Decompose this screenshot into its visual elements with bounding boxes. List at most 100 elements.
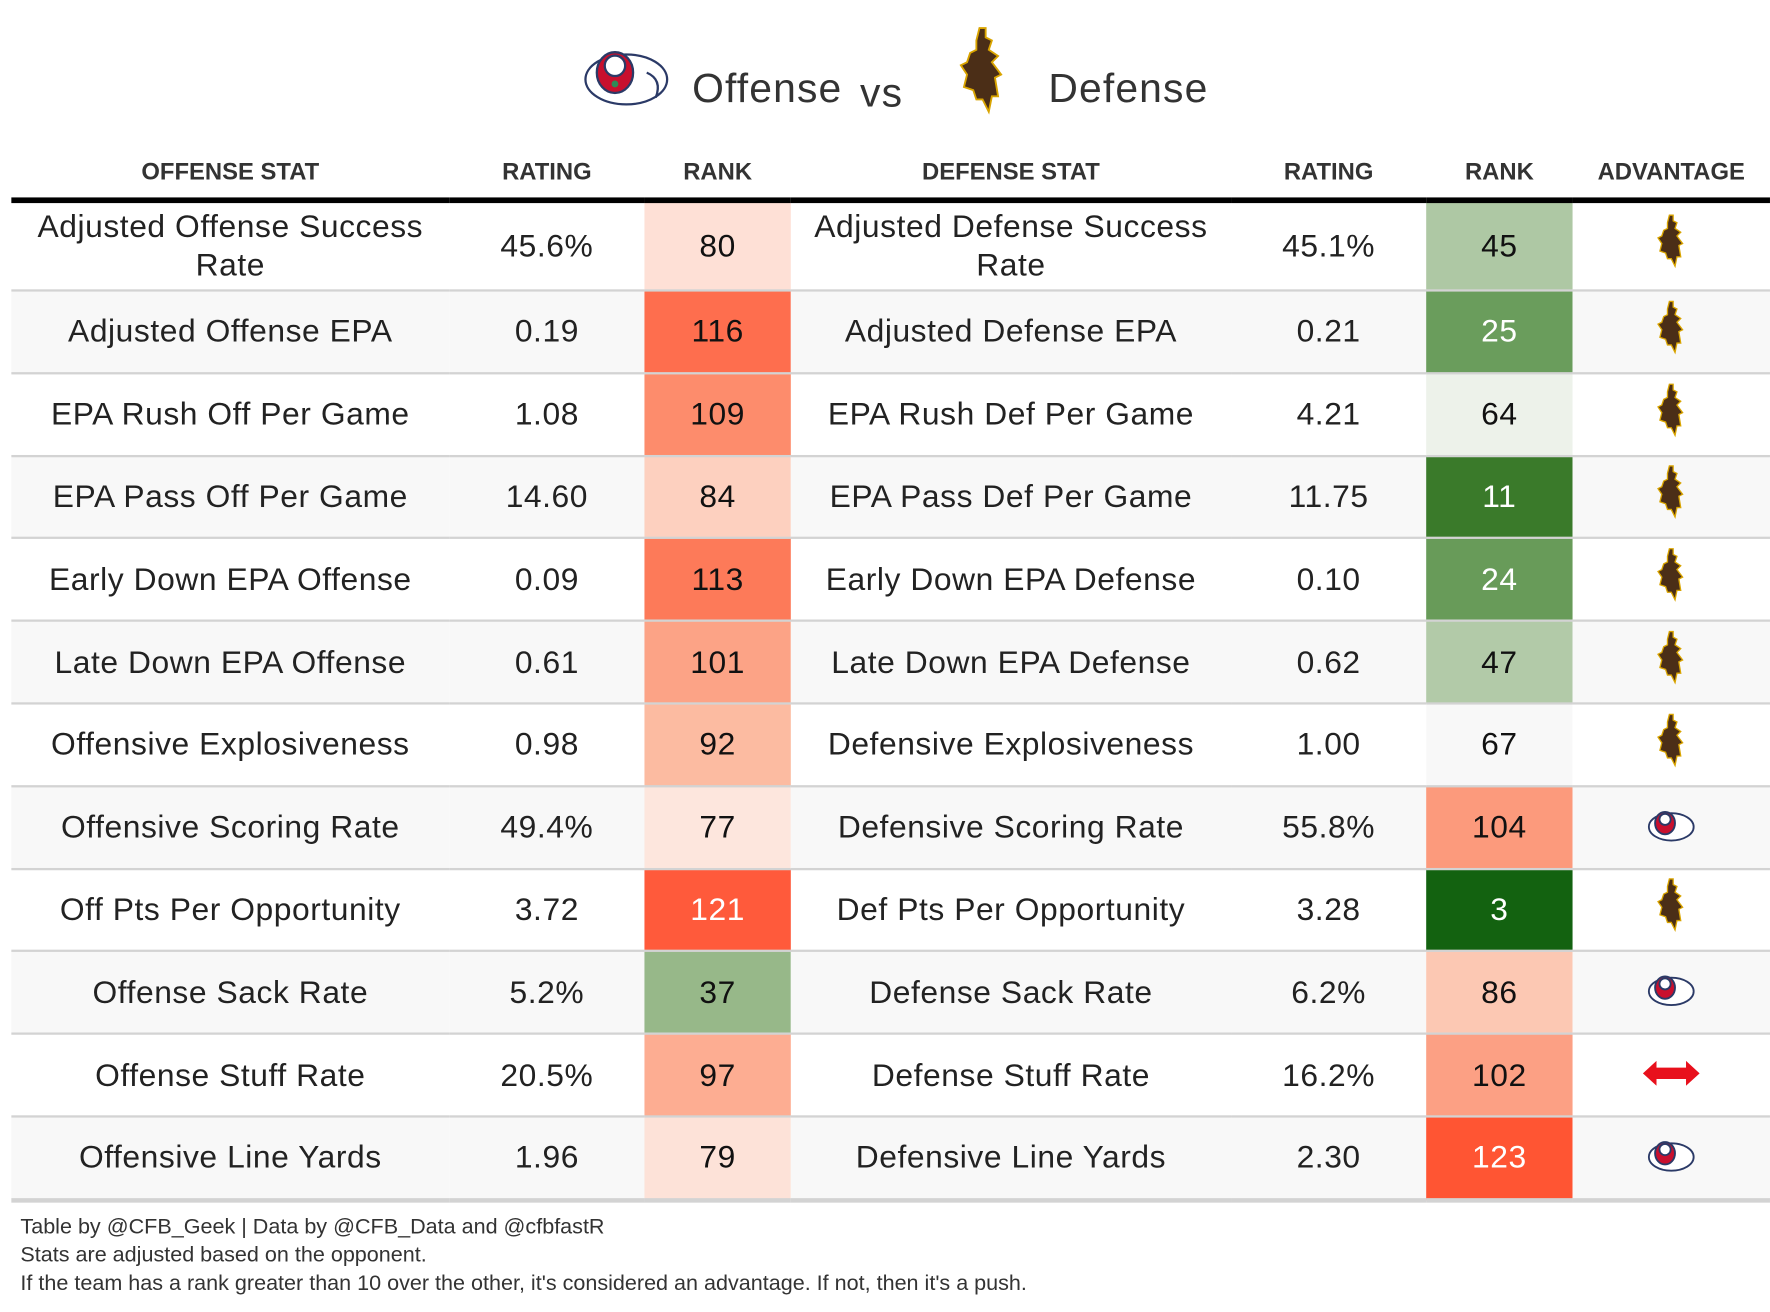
offense-stat-name: Adjusted Offense Success Rate bbox=[11, 200, 450, 292]
advantage-cell bbox=[1572, 1033, 1770, 1118]
offense-rating: 1.08 bbox=[449, 373, 645, 457]
defense-rank: 67 bbox=[1426, 703, 1573, 788]
advantage-cell bbox=[1572, 868, 1770, 953]
offense-rating: 0.19 bbox=[449, 290, 645, 375]
defense-stat-name: Defensive Explosiveness bbox=[790, 703, 1232, 788]
footer: Table by @CFB_Geek | Data by @CFB_Data a… bbox=[20, 1213, 1026, 1298]
title-bar: Offense vs Defense bbox=[0, 27, 1770, 125]
wyoming-cowboy-icon bbox=[1652, 630, 1691, 695]
offense-rank: 113 bbox=[644, 538, 791, 622]
defense-rating: 55.8% bbox=[1231, 786, 1427, 870]
wyoming-cowboy-icon bbox=[1652, 712, 1691, 777]
col-header-defense-stat: DEFENSE STAT bbox=[790, 147, 1232, 204]
offense-stat-name: Offensive Explosiveness bbox=[11, 703, 450, 788]
offense-stat-name: Offensive Scoring Rate bbox=[11, 786, 450, 870]
defense-rating: 4.21 bbox=[1231, 373, 1427, 457]
defense-rating: 1.00 bbox=[1231, 703, 1427, 788]
offense-rating: 49.4% bbox=[449, 786, 645, 870]
defense-rank: 47 bbox=[1426, 620, 1573, 705]
advantage-cell bbox=[1572, 703, 1770, 788]
advantage-cell bbox=[1572, 200, 1770, 292]
defense-rank: 123 bbox=[1426, 1116, 1573, 1203]
offense-stat-name: Offense Sack Rate bbox=[11, 951, 450, 1035]
table-row: Offense Stuff Rate 20.5% 97 Defense Stuff R… bbox=[11, 1033, 1770, 1118]
offense-rank: 84 bbox=[644, 455, 791, 540]
offense-stat-name: Late Down EPA Offense bbox=[11, 620, 450, 705]
fresno-bulldog-icon bbox=[1643, 804, 1700, 851]
offense-stat-name: Adjusted Offense EPA bbox=[11, 290, 450, 375]
offense-rank: 109 bbox=[644, 373, 791, 457]
wyoming-cowboy-icon bbox=[1652, 213, 1691, 279]
table-row: Early Down EPA Offense 0.09 113 Early Down … bbox=[11, 538, 1770, 622]
wyoming-cowboy-icon bbox=[1652, 878, 1691, 943]
defense-rating: 11.75 bbox=[1231, 455, 1427, 540]
offense-rating: 1.96 bbox=[449, 1116, 645, 1203]
fresno-bulldog-logo-icon bbox=[584, 51, 669, 106]
defense-rating: 0.21 bbox=[1231, 290, 1427, 375]
push-icon bbox=[1642, 1058, 1700, 1094]
footer-credits: Table by @CFB_Geek | Data by @CFB_Data a… bbox=[20, 1215, 605, 1239]
col-header-def-rank: RANK bbox=[1426, 147, 1573, 204]
defense-stat-name: Adjusted Defense Success Rate bbox=[790, 200, 1232, 292]
table-row: EPA Rush Off Per Game 1.08 109 EPA Rush Def… bbox=[11, 373, 1770, 457]
offense-stat-name: EPA Rush Off Per Game bbox=[11, 373, 450, 457]
defense-rank: 104 bbox=[1426, 786, 1573, 870]
offense-rank: 80 bbox=[644, 200, 791, 292]
defense-rating: 6.2% bbox=[1231, 951, 1427, 1035]
defense-stat-name: EPA Rush Def Per Game bbox=[790, 373, 1232, 457]
defense-rating: 3.28 bbox=[1231, 868, 1427, 953]
wyoming-cowboy-icon bbox=[1652, 547, 1691, 612]
offense-rating: 0.61 bbox=[449, 620, 645, 705]
defense-stat-name: Adjusted Defense EPA bbox=[790, 290, 1232, 375]
defense-stat-name: Early Down EPA Defense bbox=[790, 538, 1232, 622]
defense-rank: 102 bbox=[1426, 1033, 1573, 1118]
offense-rank: 92 bbox=[644, 703, 791, 788]
wyoming-cowboy-icon bbox=[1652, 465, 1691, 530]
offense-rank: 77 bbox=[644, 786, 791, 870]
col-header-offense-stat: OFFENSE STAT bbox=[11, 147, 450, 204]
stats-table: OFFENSE STAT RATING RANK DEFENSE STAT RA… bbox=[11, 147, 1770, 1203]
header-row: OFFENSE STAT RATING RANK DEFENSE STAT RA… bbox=[11, 147, 1770, 204]
defense-stat-name: Defense Stuff Rate bbox=[790, 1033, 1232, 1118]
offense-rank: 79 bbox=[644, 1116, 791, 1203]
offense-rank: 116 bbox=[644, 290, 791, 375]
table-row: Offensive Scoring Rate 49.4% 77 Defensive S… bbox=[11, 786, 1770, 870]
offense-rating: 5.2% bbox=[449, 951, 645, 1035]
fresno-bulldog-icon bbox=[1643, 1134, 1700, 1181]
wyoming-cowboy-logo-icon bbox=[959, 27, 1003, 115]
defense-rank: 11 bbox=[1426, 455, 1573, 540]
defense-title: Defense bbox=[1048, 64, 1209, 112]
offense-stat-name: Early Down EPA Offense bbox=[11, 538, 450, 622]
table-row: Offensive Line Yards 1.96 79 Defensive Line… bbox=[11, 1116, 1770, 1203]
table-row: Off Pts Per Opportunity 3.72 121 Def Pts Pe… bbox=[11, 868, 1770, 953]
advantage-cell bbox=[1572, 290, 1770, 375]
defense-rank: 86 bbox=[1426, 951, 1573, 1035]
table-row: Offense Sack Rate 5.2% 37 Defense Sack Rate… bbox=[11, 951, 1770, 1035]
advantage-cell bbox=[1572, 373, 1770, 457]
table-row: EPA Pass Off Per Game 14.60 84 EPA Pass Def… bbox=[11, 455, 1770, 540]
footer-advantage-rule: If the team has a rank greater than 10 o… bbox=[20, 1271, 1027, 1296]
offense-title: Offense bbox=[692, 64, 843, 112]
offense-stat-name: EPA Pass Off Per Game bbox=[11, 455, 450, 540]
defense-stat-name: Defense Sack Rate bbox=[790, 951, 1232, 1035]
offense-rating: 0.09 bbox=[449, 538, 645, 622]
defense-stat-name: Late Down EPA Defense bbox=[790, 620, 1232, 705]
defense-stat-name: Def Pts Per Opportunity bbox=[790, 868, 1232, 953]
offense-rating: 45.6% bbox=[449, 200, 645, 292]
table-row: Adjusted Offense Success Rate 45.6% 80 Adju… bbox=[11, 200, 1770, 292]
table-row: Late Down EPA Offense 0.61 101 Late Down EP… bbox=[11, 620, 1770, 705]
defense-rank: 25 bbox=[1426, 290, 1573, 375]
advantage-cell bbox=[1572, 786, 1770, 870]
offense-rank: 97 bbox=[644, 1033, 791, 1118]
advantage-cell bbox=[1572, 1116, 1770, 1203]
fresno-bulldog-icon bbox=[1643, 969, 1700, 1016]
defense-rating: 0.10 bbox=[1231, 538, 1427, 622]
advantage-cell bbox=[1572, 620, 1770, 705]
offense-stat-name: Off Pts Per Opportunity bbox=[11, 868, 450, 953]
offense-rank: 37 bbox=[644, 951, 791, 1035]
defense-stat-name: EPA Pass Def Per Game bbox=[790, 455, 1232, 540]
defense-rank: 64 bbox=[1426, 373, 1573, 457]
advantage-cell bbox=[1572, 538, 1770, 622]
col-header-off-rank: RANK bbox=[644, 147, 791, 204]
